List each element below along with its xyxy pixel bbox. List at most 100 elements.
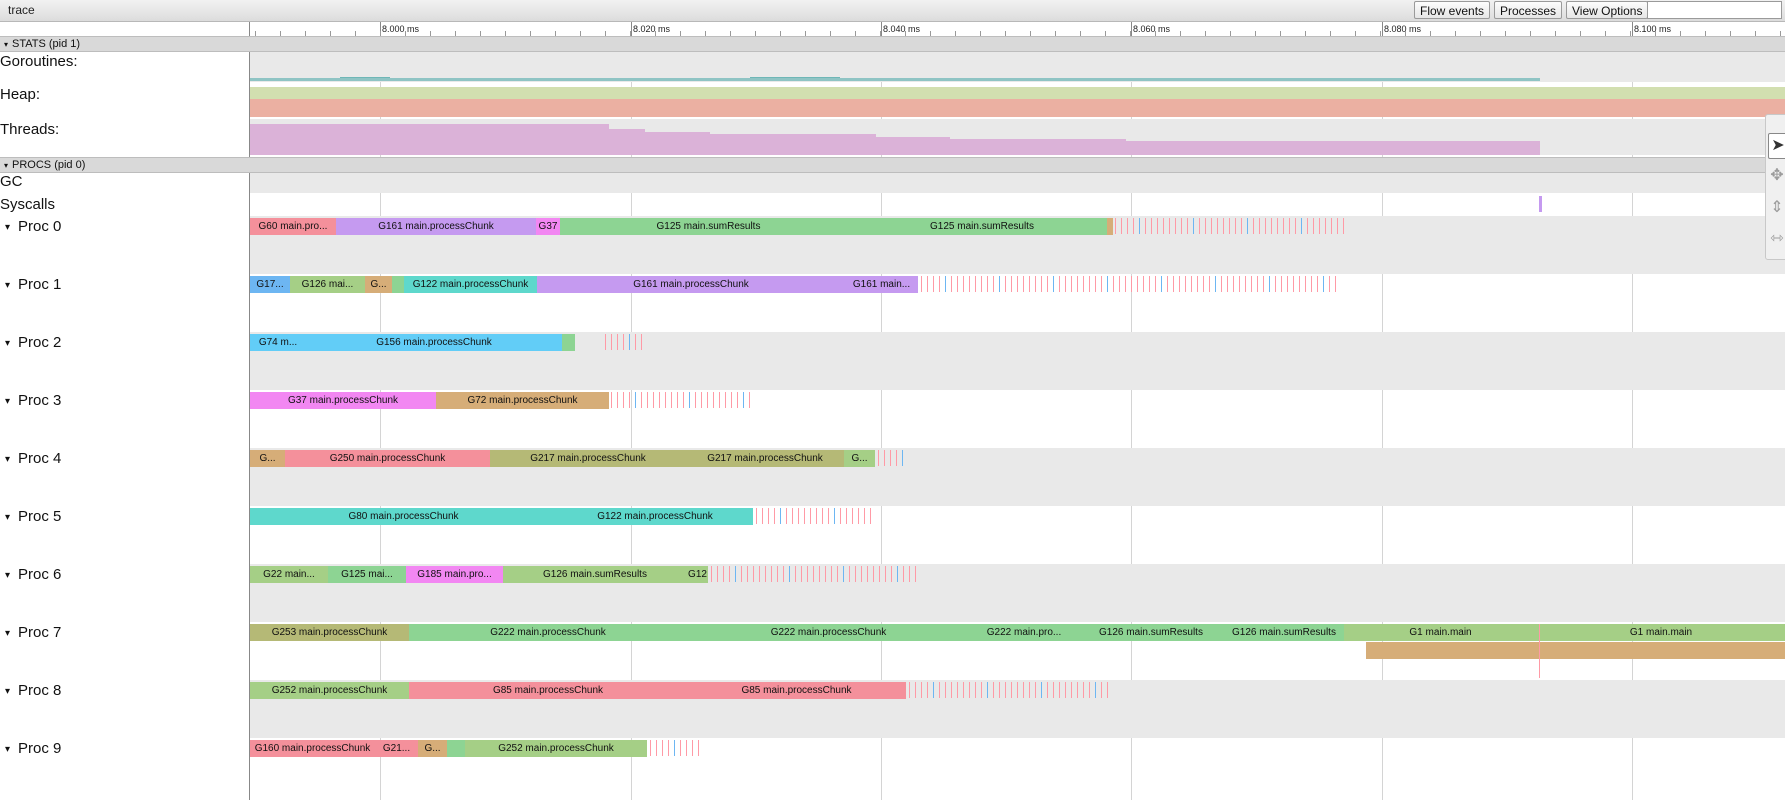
goroutine-slice[interactable]: G74 m... <box>250 334 306 351</box>
goroutine-blip[interactable] <box>1185 276 1186 292</box>
goroutine-blip[interactable] <box>885 566 886 582</box>
goroutine-blip[interactable] <box>1053 682 1054 698</box>
goroutine-blip[interactable] <box>903 566 904 582</box>
gc-track[interactable] <box>250 173 1785 193</box>
goroutine-slice[interactable]: G160 main.processChunk <box>250 740 375 757</box>
goroutine-blip[interactable] <box>1221 276 1222 292</box>
goroutine-blip[interactable] <box>975 682 976 698</box>
goroutine-slice[interactable]: G17... <box>250 276 290 293</box>
goroutine-blip[interactable] <box>1227 276 1228 292</box>
goroutine-blip[interactable] <box>1005 682 1006 698</box>
goroutines-counter[interactable] <box>250 78 1540 81</box>
goroutine-slice[interactable]: G1 main.main <box>1344 624 1537 641</box>
goroutine-blip[interactable] <box>858 508 859 524</box>
goroutine-blip[interactable] <box>921 276 922 292</box>
goroutine-blip[interactable] <box>683 392 684 408</box>
goroutine-blip[interactable] <box>1017 276 1018 292</box>
goroutine-blip[interactable] <box>1143 276 1144 292</box>
goroutine-blip[interactable] <box>861 566 862 582</box>
goroutine-blip[interactable] <box>1047 682 1048 698</box>
syscall-event[interactable] <box>1539 196 1542 212</box>
goroutine-blip[interactable] <box>840 508 841 524</box>
goroutine-blip[interactable] <box>786 508 787 524</box>
goroutine-blip[interactable] <box>1299 276 1300 292</box>
goroutine-slice[interactable]: G125 mai... <box>328 566 406 583</box>
collapse-icon[interactable]: ▾ <box>5 337 11 349</box>
goroutine-blip[interactable] <box>891 566 892 582</box>
search-input[interactable] <box>1647 1 1782 19</box>
goroutine-blip[interactable] <box>1113 276 1114 292</box>
goroutine-blip[interactable] <box>870 508 871 524</box>
goroutine-blip[interactable] <box>1175 218 1176 234</box>
goroutine-blip[interactable] <box>674 740 675 756</box>
collapse-icon[interactable]: ▾ <box>5 627 11 639</box>
goroutine-blip[interactable] <box>1325 218 1326 234</box>
goroutine-blip[interactable] <box>819 566 820 582</box>
event-marker[interactable] <box>1539 624 1540 678</box>
goroutine-slice[interactable]: G222 main.pro... <box>970 624 1078 641</box>
goroutine-blip[interactable] <box>825 566 826 582</box>
goroutine-blip[interactable] <box>1247 218 1248 234</box>
goroutine-blip[interactable] <box>665 392 666 408</box>
goroutine-slice[interactable]: G125 main.sumResults <box>560 218 857 235</box>
goroutine-blip[interactable] <box>1193 218 1194 234</box>
goroutine-blip[interactable] <box>1071 682 1072 698</box>
view-options-button[interactable]: View Options <box>1566 1 1649 19</box>
goroutine-slice[interactable]: G252 main.processChunk <box>465 740 647 757</box>
goroutine-slice[interactable] <box>447 740 465 757</box>
goroutine-blip[interactable] <box>831 566 832 582</box>
goroutine-slice[interactable]: G156 main.processChunk <box>306 334 562 351</box>
goroutine-blip[interactable] <box>1301 218 1302 234</box>
time-ruler[interactable]: 8.000 ms 8.020 ms 8.040 ms 8.060 ms 8.080 ms… <box>0 22 1785 37</box>
goroutine-blip[interactable] <box>662 740 663 756</box>
syscalls-track[interactable] <box>250 193 1785 216</box>
collapse-icon[interactable]: ▾ <box>5 511 11 523</box>
goroutine-blip[interactable] <box>1305 276 1306 292</box>
goroutine-slice[interactable]: G126 main.sumResults <box>503 566 687 583</box>
goroutine-slice[interactable]: G126 mai... <box>290 276 365 293</box>
goroutine-blip[interactable] <box>969 276 970 292</box>
goroutine-blip[interactable] <box>1337 218 1338 234</box>
goroutine-blip[interactable] <box>605 334 606 350</box>
goroutine-blip[interactable] <box>735 566 736 582</box>
goroutine-blip[interactable] <box>879 566 880 582</box>
goroutine-blip[interactable] <box>1275 276 1276 292</box>
collapse-icon[interactable]: ▾ <box>5 685 11 697</box>
goroutine-blip[interactable] <box>915 566 916 582</box>
goroutine-blip[interactable] <box>1089 276 1090 292</box>
goroutine-slice[interactable] <box>562 334 575 351</box>
heap-track-next-gc[interactable] <box>250 99 1785 117</box>
goroutine-blip[interactable] <box>987 276 988 292</box>
goroutine-blip[interactable] <box>641 392 642 408</box>
goroutine-blip[interactable] <box>698 740 699 756</box>
goroutine-blip[interactable] <box>999 276 1000 292</box>
procs-section-header[interactable]: ▾ PROCS (pid 0) <box>0 157 1785 173</box>
goroutine-blip[interactable] <box>1217 218 1218 234</box>
goroutine-blip[interactable] <box>1269 276 1270 292</box>
goroutine-blip[interactable] <box>1235 218 1236 234</box>
threads-track[interactable] <box>250 119 1785 155</box>
goroutine-slice[interactable]: G85 main.processChunk <box>409 682 687 699</box>
goroutine-blip[interactable] <box>1169 218 1170 234</box>
goroutine-blip[interactable] <box>902 450 903 466</box>
goroutine-slice[interactable]: G222 main.processChunk <box>687 624 970 641</box>
goroutine-blip[interactable] <box>909 682 910 698</box>
goroutine-slice[interactable]: G37 <box>536 218 560 235</box>
goroutine-blip[interactable] <box>999 682 1000 698</box>
goroutine-blip[interactable] <box>1187 218 1188 234</box>
goroutine-blip[interactable] <box>1271 218 1272 234</box>
goroutine-blip[interactable] <box>611 392 612 408</box>
goroutine-blip[interactable] <box>723 566 724 582</box>
goroutine-blip[interactable] <box>1199 218 1200 234</box>
goroutine-slice[interactable]: G161 main.processChunk <box>336 218 536 235</box>
goroutine-blip[interactable] <box>768 508 769 524</box>
goroutine-blip[interactable] <box>1101 276 1102 292</box>
goroutine-blip[interactable] <box>951 276 952 292</box>
goroutine-blip[interactable] <box>1151 218 1152 234</box>
goroutine-blip[interactable] <box>855 566 856 582</box>
goroutine-blip[interactable] <box>1313 218 1314 234</box>
heap-track-alloc[interactable] <box>250 87 1785 99</box>
proc-label[interactable]: ▾ Proc 5 <box>0 508 61 525</box>
goroutine-slice[interactable]: G21... <box>375 740 418 757</box>
goroutine-blip[interactable] <box>771 566 772 582</box>
